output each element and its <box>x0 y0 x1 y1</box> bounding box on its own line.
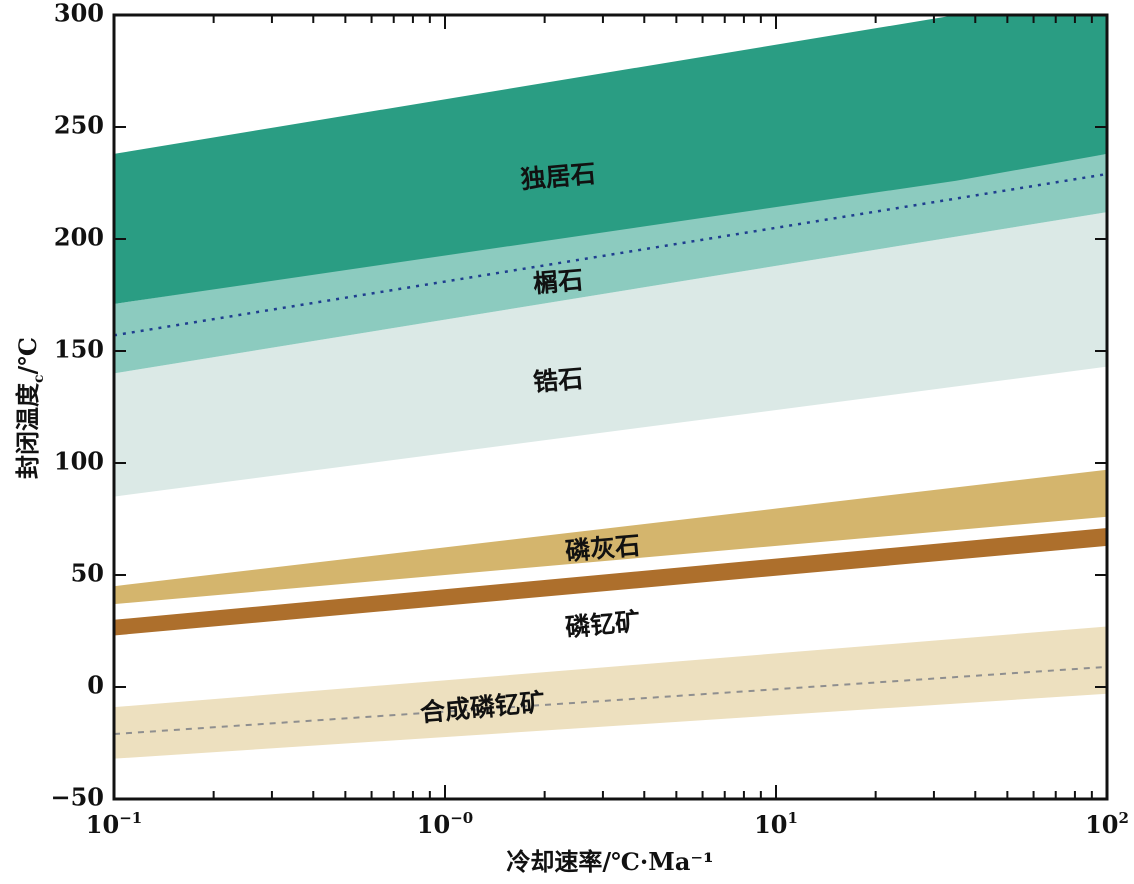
reference-line-0 <box>114 172 1107 337</box>
band-label-3: 磷灰石 <box>564 531 641 566</box>
y-tick-label-0: 300 <box>54 0 104 28</box>
band-label-1: 榍石 <box>532 265 584 298</box>
y-tick-label-2: 200 <box>54 223 104 252</box>
bands-layer <box>114 15 1107 759</box>
y-axis-title-subscript: c <box>31 375 47 384</box>
y-tick-label-5: 50 <box>71 559 104 588</box>
x-tick-label-0: 10−1 <box>86 809 142 839</box>
band-1 <box>114 153 1107 374</box>
band-label-2: 独居石 <box>520 159 597 194</box>
lines-layer <box>114 172 1107 736</box>
x-axis-title: 冷却速率/℃·Ma⁻¹ <box>506 847 713 876</box>
y-tick-label-4: 100 <box>54 447 104 476</box>
y-tick-label-6: 0 <box>87 671 104 700</box>
plot-frame <box>112 13 1109 801</box>
y-tick-label-7: −50 <box>50 783 104 812</box>
reference-line-1 <box>114 665 1107 736</box>
y-tick-label-3: 150 <box>54 335 104 364</box>
y-axis-title: 封闭温度c/℃ <box>13 337 47 479</box>
x-tick-label-1: 10−0 <box>417 809 473 839</box>
band-label-0: 锆石 <box>532 364 584 397</box>
band-4 <box>114 527 1107 636</box>
y-axis-title-unit: /℃ <box>13 337 42 375</box>
y-axis-title-main: 封闭温度 <box>13 382 42 479</box>
band-2 <box>114 15 1107 304</box>
y-tick-label-1: 250 <box>54 111 104 140</box>
band-label-4: 磷钇矿 <box>564 607 641 642</box>
band-3 <box>114 469 1107 605</box>
x-tick-label-2: 101 <box>754 809 798 839</box>
x-tick-label-3: 102 <box>1085 809 1129 839</box>
band-0 <box>114 212 1107 497</box>
band-5 <box>114 626 1107 759</box>
